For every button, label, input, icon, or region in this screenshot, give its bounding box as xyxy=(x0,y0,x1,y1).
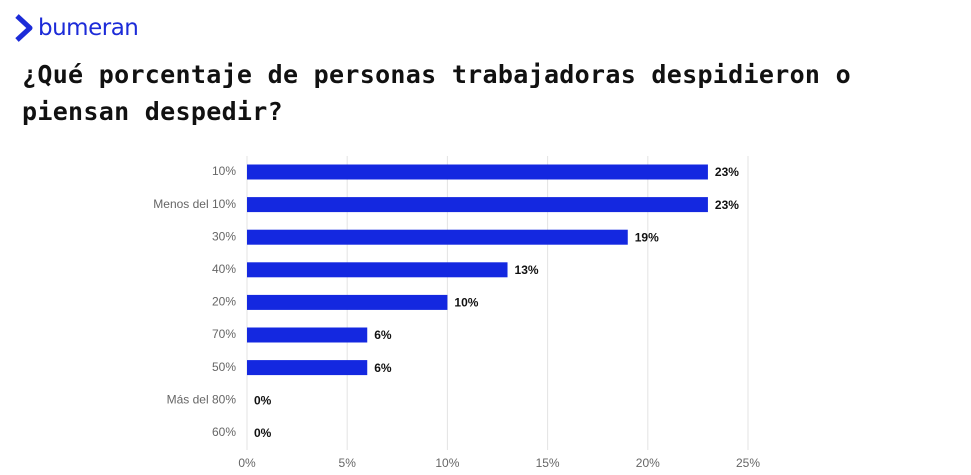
value-label: 10% xyxy=(454,296,478,310)
bar xyxy=(247,360,368,376)
y-tick-label: 30% xyxy=(212,229,236,243)
bar xyxy=(247,327,368,343)
value-label: 13% xyxy=(515,263,539,277)
value-label: 23% xyxy=(715,165,739,179)
value-label: 0% xyxy=(254,393,272,407)
value-label: 0% xyxy=(254,426,272,440)
y-tick-label: 60% xyxy=(212,425,236,439)
bar xyxy=(247,197,708,213)
brand-name: bumeran xyxy=(38,15,139,41)
x-tick-label: 10% xyxy=(435,456,459,470)
y-tick-label: 50% xyxy=(212,360,236,374)
bar xyxy=(247,229,628,245)
chart-title: ¿Qué porcentaje de personas trabajadoras… xyxy=(22,60,851,126)
value-label: 23% xyxy=(715,198,739,212)
y-tick-label: Menos del 10% xyxy=(153,197,236,211)
bar xyxy=(247,164,708,180)
y-tick-label: 40% xyxy=(212,262,236,276)
value-label: 6% xyxy=(374,361,392,375)
value-label: 19% xyxy=(635,230,659,244)
logo-chevron xyxy=(15,14,33,42)
x-tick-label: 15% xyxy=(536,456,560,470)
bar xyxy=(247,262,508,278)
x-tick-label: 25% xyxy=(736,456,760,470)
y-tick-label: Más del 80% xyxy=(167,392,237,406)
value-label: 6% xyxy=(374,328,392,342)
bar xyxy=(247,294,448,310)
x-tick-label: 20% xyxy=(636,456,660,470)
x-tick-label: 0% xyxy=(238,456,256,470)
x-tick-label: 5% xyxy=(339,456,357,470)
y-tick-label: 10% xyxy=(212,164,236,178)
brand-logo: bumeran xyxy=(14,14,139,42)
y-tick-label: 20% xyxy=(212,295,236,309)
y-tick-label: 70% xyxy=(212,327,236,341)
